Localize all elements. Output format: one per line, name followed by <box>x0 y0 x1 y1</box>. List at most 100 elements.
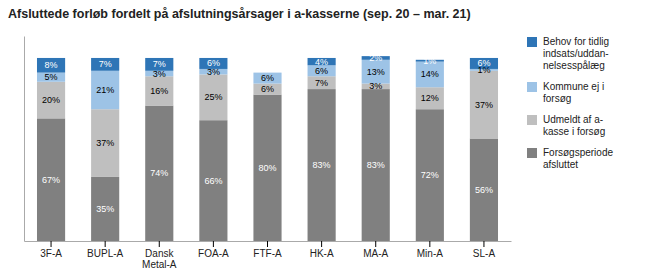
data-label: 6% <box>207 58 220 68</box>
x-tick-label: SL-A <box>473 248 496 259</box>
bar <box>308 65 336 76</box>
legend-swatch <box>527 37 537 47</box>
data-label: 12% <box>421 93 439 103</box>
data-label: 2% <box>369 53 382 63</box>
bar <box>253 84 281 95</box>
x-tick-label: 3F-A <box>40 248 62 259</box>
plot: 67%35%74%66%80%83%83%72%56%20%37%16%25%6… <box>25 37 512 271</box>
bar <box>37 82 65 119</box>
x-tick: BUPL-A <box>87 241 123 259</box>
bar <box>91 71 119 109</box>
x-tick-mark <box>213 241 214 247</box>
bar <box>308 76 336 89</box>
data-label: 56% <box>475 185 493 195</box>
data-label: 83% <box>313 160 331 170</box>
bar <box>199 74 227 120</box>
x-axis: 3F-A BUPL-A DanskMetal-A FOA-A FTF-A HK-A MA-A… <box>25 241 512 270</box>
bar <box>91 109 119 177</box>
bar <box>362 60 390 84</box>
x-tick-label: Min-A <box>417 248 443 259</box>
data-label: 83% <box>367 160 385 170</box>
x-tick-label: FTF-A <box>253 248 282 259</box>
data-label: 1% <box>423 56 436 66</box>
series <box>37 60 498 109</box>
x-tick-mark <box>321 241 322 247</box>
bar <box>416 109 444 241</box>
bar <box>145 58 173 71</box>
bar <box>91 177 119 241</box>
data-label: 6% <box>315 66 328 76</box>
data-label: 74% <box>150 168 168 178</box>
data-label: 66% <box>204 176 222 186</box>
data-label: 3% <box>153 69 166 79</box>
legend-swatch <box>527 82 537 92</box>
legend-item: Behov for tidligindsats/uddan-nelsesspål… <box>527 36 609 71</box>
data-label: 25% <box>204 92 222 102</box>
series <box>37 89 498 241</box>
legend-item: Kommune ej iforsøg <box>527 81 604 104</box>
data-label: 6% <box>261 73 274 83</box>
x-tick: Min-A <box>417 241 443 259</box>
bar <box>37 73 65 82</box>
x-tick-label: HK-A <box>310 248 334 259</box>
x-tick: FTF-A <box>253 241 282 259</box>
legend-swatch <box>527 115 537 125</box>
chart: Afsluttede forløb fordelt på afslutnings… <box>0 0 661 277</box>
bars <box>37 56 498 241</box>
x-tick: HK-A <box>310 241 334 259</box>
legend-label: Forsøgsperiodeafsluttet <box>543 147 613 170</box>
legend-label: Behov for tidligindsats/uddan-nelsesspål… <box>543 36 609 71</box>
x-tick-mark <box>429 241 430 247</box>
data-label: 7% <box>315 78 328 88</box>
bar <box>145 76 173 105</box>
data-label: 21% <box>96 85 114 95</box>
x-tick: FOA-A <box>198 241 229 259</box>
bar <box>362 89 390 241</box>
x-tick-label: DanskMetal-A <box>142 248 177 270</box>
data-label: 7% <box>153 59 166 69</box>
data-label: 35% <box>96 204 114 214</box>
data-label: 80% <box>258 163 276 173</box>
y-axis-line <box>24 37 25 242</box>
legend: Behov for tidligindsats/uddan-nelsesspål… <box>527 36 613 170</box>
legend-label: Udmeldt af a-kasse i forsøg <box>543 114 605 137</box>
x-tick-label: BUPL-A <box>87 248 123 259</box>
data-label: 20% <box>42 95 60 105</box>
bar <box>145 106 173 241</box>
data-label: 5% <box>45 72 58 82</box>
title: Afsluttede forløb fordelt på afslutnings… <box>8 7 471 21</box>
x-tick-mark <box>159 241 160 247</box>
bar <box>37 58 65 73</box>
x-tick: MA-A <box>363 241 388 259</box>
x-tick: DanskMetal-A <box>142 241 177 270</box>
data-label: 37% <box>96 138 114 148</box>
data-label: 8% <box>45 60 58 70</box>
x-tick-label: MA-A <box>363 248 388 259</box>
legend-label: Kommune ej iforsøg <box>543 81 604 104</box>
x-tick: 3F-A <box>40 241 62 259</box>
data-labels: 67%35%74%66%80%83%83%72%56%20%37%16%25%6… <box>42 53 493 214</box>
bar <box>91 58 119 71</box>
legend-item: Forsøgsperiodeafsluttet <box>527 147 613 170</box>
data-label: 72% <box>421 170 439 180</box>
bar <box>199 58 227 69</box>
data-label: 37% <box>475 100 493 110</box>
data-label: 6% <box>261 84 274 94</box>
x-tick-mark <box>51 241 52 247</box>
bar <box>308 89 336 241</box>
x-tick: SL-A <box>473 241 496 259</box>
x-tick-mark <box>267 241 268 247</box>
data-label: 7% <box>99 59 112 69</box>
bar <box>253 73 281 84</box>
data-label: 14% <box>421 69 439 79</box>
legend-item: Udmeldt af a-kasse i forsøg <box>527 114 605 137</box>
data-label: 3% <box>369 81 382 91</box>
data-label: 67% <box>42 175 60 185</box>
data-label: 13% <box>367 67 385 77</box>
bar <box>470 139 498 242</box>
x-tick-mark <box>105 241 106 247</box>
bar <box>416 87 444 109</box>
data-label: 4% <box>315 57 328 67</box>
bar <box>253 95 281 241</box>
legend-swatch <box>527 148 537 158</box>
